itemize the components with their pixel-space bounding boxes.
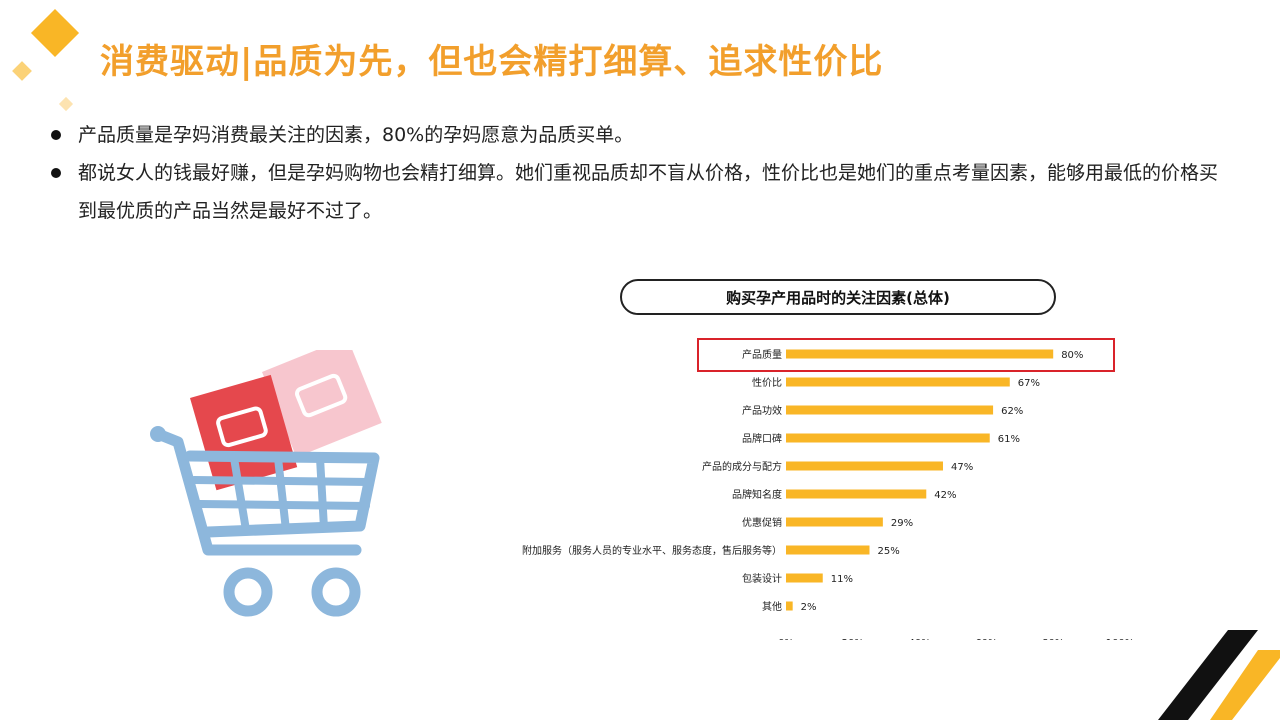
value-label: 80%	[1061, 350, 1083, 361]
value-label: 29%	[891, 518, 913, 529]
shopping-cart-icon	[150, 350, 382, 617]
value-label: 62%	[1001, 406, 1023, 417]
bar	[786, 433, 990, 443]
corner-decor-stripes	[1158, 630, 1280, 720]
bar-chart: 产品质量 80% 性价比 67% 产品功效 62% 品牌口碑 61% 产品的成分与配方 47% 品牌…	[522, 338, 1135, 640]
bullet-text: 产品质量是孕妈消费最关注的因素，80%的孕妈愿意为品质买单。	[78, 124, 634, 146]
category-label: 品牌知名度	[732, 488, 782, 501]
bullet-item: 产品质量是孕妈消费最关注的因素，80%的孕妈愿意为品质买单。	[48, 116, 1228, 154]
category-label: 性价比	[752, 376, 782, 389]
decor-diamond-small	[12, 61, 32, 81]
x-tick-label: 40%	[908, 638, 930, 640]
value-label: 11%	[831, 574, 853, 585]
bar	[786, 489, 927, 499]
highlight-box	[697, 338, 1115, 372]
category-label: 优惠促销	[742, 516, 782, 529]
category-label: 产品的成分与配方	[702, 460, 782, 473]
value-label: 25%	[878, 546, 900, 557]
bar	[786, 461, 943, 471]
chart-title: 购买孕产用品时的关注因素(总体)	[620, 279, 1056, 315]
decor-diamond-tiny	[58, 96, 74, 112]
bar	[786, 545, 870, 555]
page-title: 消费驱动|品质为先，但也会精打细算、追求性价比	[100, 42, 884, 82]
value-label: 61%	[998, 434, 1020, 445]
bullet-item: 都说女人的钱最好赚，但是孕妈购物也会精打细算。她们重视品质却不盲从价格，性价比也…	[48, 154, 1228, 230]
x-tick-label: 80%	[1042, 638, 1064, 640]
x-tick-label: 0%	[778, 638, 794, 640]
category-label: 包装设计	[742, 572, 782, 585]
value-label: 47%	[951, 462, 973, 473]
decor-diamond-large	[30, 8, 80, 58]
x-tick-label: 100%	[1106, 638, 1135, 640]
bar	[786, 349, 1054, 359]
bar	[786, 601, 793, 611]
bar	[786, 377, 1010, 387]
x-tick-label: 60%	[975, 638, 997, 640]
category-label: 产品质量	[742, 348, 782, 361]
category-label: 产品功效	[742, 404, 782, 417]
bullet-dot-icon	[51, 168, 61, 178]
value-label: 67%	[1018, 378, 1040, 389]
bar	[786, 405, 994, 415]
bullet-dot-icon	[51, 130, 61, 140]
value-label: 2%	[801, 602, 817, 613]
value-label: 42%	[934, 490, 956, 501]
category-label: 附加服务（服务人员的专业水平、服务态度，售后服务等）	[522, 544, 782, 557]
bullet-text: 都说女人的钱最好赚，但是孕妈购物也会精打细算。她们重视品质却不盲从价格，性价比也…	[78, 162, 1219, 222]
bar	[786, 517, 883, 527]
category-label: 其他	[762, 600, 782, 613]
gift-box-pink-icon	[262, 350, 382, 458]
bullet-list: 产品质量是孕妈消费最关注的因素，80%的孕妈愿意为品质买单。 都说女人的钱最好赚…	[48, 116, 1228, 230]
category-label: 品牌口碑	[742, 432, 782, 445]
x-tick-label: 20%	[842, 638, 864, 640]
bar	[786, 573, 823, 583]
